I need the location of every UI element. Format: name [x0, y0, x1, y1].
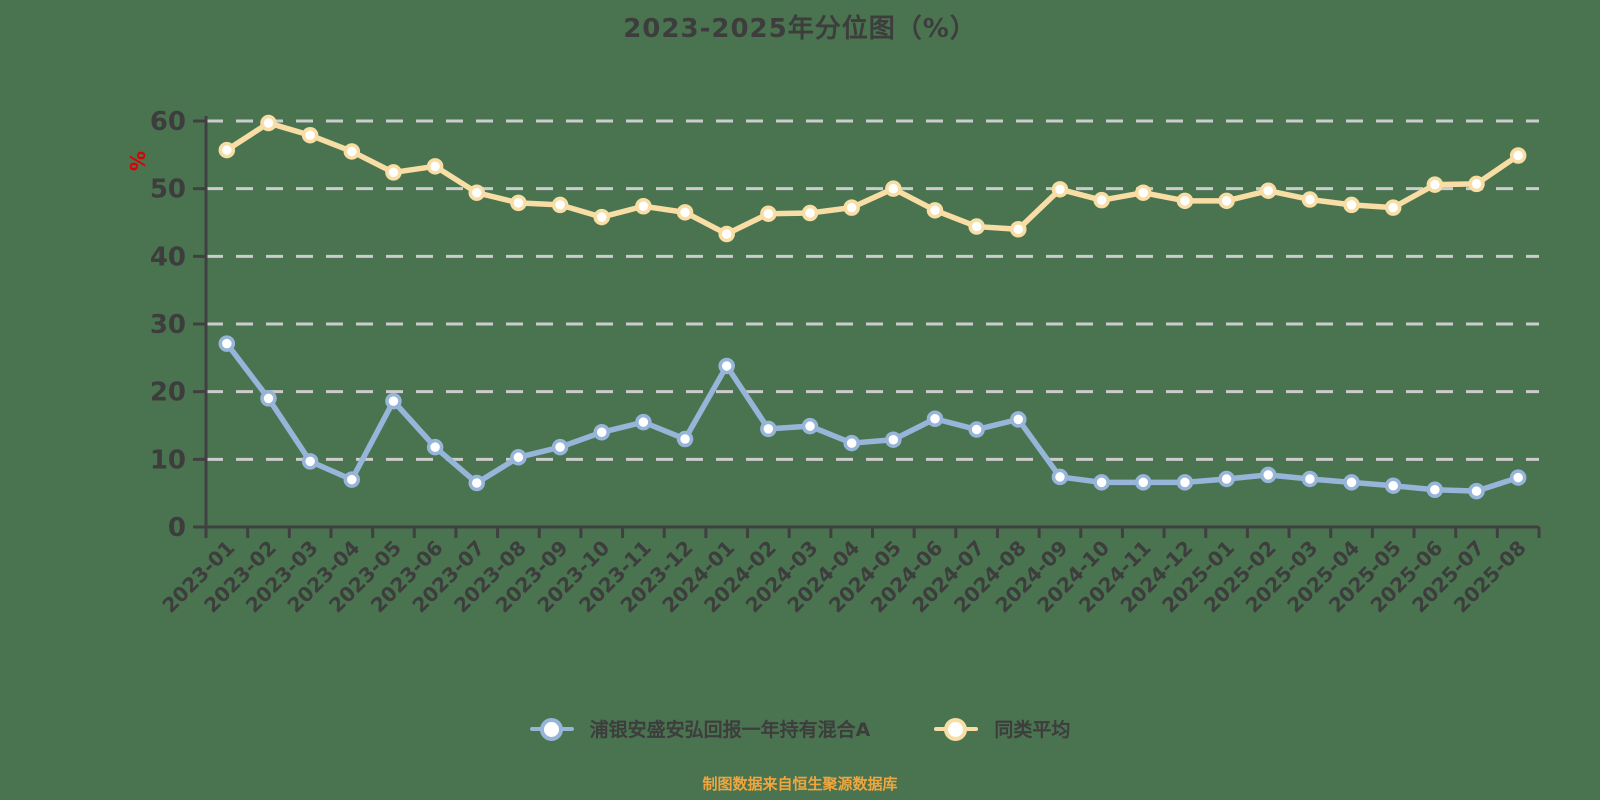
average-data-point	[635, 198, 652, 215]
legend: 浦银安盛安弘回报一年持有混合A 同类平均	[0, 715, 1600, 742]
y-tick-label: 30	[150, 310, 186, 340]
average-data-point	[926, 202, 944, 219]
fund-data-point	[1509, 469, 1527, 486]
average-data-point	[676, 204, 694, 221]
fund-data-point	[1218, 470, 1235, 488]
fund-data-point	[1384, 477, 1402, 494]
legend-label-average: 同类平均	[994, 719, 1071, 741]
average-data-point	[968, 218, 985, 235]
fund-data-point	[801, 417, 819, 435]
average-data-point	[1468, 175, 1485, 193]
average-data-point	[1509, 147, 1527, 164]
fund-data-point	[593, 424, 610, 441]
average-data-point	[385, 164, 402, 181]
average-data-point	[218, 141, 236, 159]
average-data-point	[1176, 192, 1194, 210]
fund-data-point	[218, 335, 236, 352]
chart-title: 2023-2025年分位图（%）	[623, 14, 977, 44]
fund-data-point	[510, 449, 527, 466]
average-data-point	[343, 143, 361, 160]
fund-data-point	[968, 421, 985, 438]
fund-data-point	[343, 471, 361, 488]
y-tick-label: 10	[150, 445, 186, 475]
fund-data-point	[551, 438, 569, 456]
average-data-point	[1010, 221, 1027, 238]
fund-data-point	[635, 413, 652, 431]
fund-data-point	[1468, 482, 1485, 500]
fund-data-point	[1301, 470, 1319, 488]
average-data-point	[885, 180, 902, 197]
series-fund-line	[224, 340, 1521, 494]
average-data-point	[1093, 191, 1110, 209]
fund-data-point	[1426, 481, 1444, 499]
average-data-point	[1343, 196, 1360, 214]
y-axis-unit-label: %	[126, 151, 150, 171]
average-data-point	[260, 114, 277, 132]
fund-line-marker-icon	[529, 717, 574, 741]
fund-data-point	[676, 430, 694, 448]
average-data-point	[1301, 191, 1319, 208]
fund-data-point	[885, 431, 902, 448]
average-line-marker-icon	[934, 717, 979, 741]
average-data-point	[301, 126, 319, 144]
average-data-point	[801, 204, 819, 222]
average-data-point	[1218, 192, 1235, 210]
fund-data-point	[1135, 474, 1152, 491]
fund-data-point	[468, 474, 486, 492]
average-data-point	[510, 194, 527, 212]
average-data-point	[1051, 181, 1069, 198]
fund-data-point	[1259, 466, 1277, 484]
legend-item-average[interactable]: 同类平均	[934, 715, 1070, 742]
fund-data-point	[385, 392, 402, 410]
y-tick-label: 60	[150, 107, 186, 137]
legend-label-fund: 浦银安盛安弘回报一年持有混合A	[589, 719, 871, 741]
y-tick-label: 20	[150, 378, 186, 408]
average-data-point	[718, 225, 735, 243]
average-data-point	[468, 184, 486, 201]
fund-data-point	[301, 453, 319, 470]
fund-data-point	[718, 357, 735, 375]
y-tick-label: 50	[150, 175, 186, 205]
average-data-point	[593, 208, 610, 226]
fund-data-point	[843, 434, 860, 452]
average-data-point	[1426, 176, 1444, 193]
fund-data-point	[1176, 474, 1194, 491]
fund-data-point	[1343, 474, 1360, 491]
average-data-point	[843, 199, 860, 216]
fund-data-point	[1010, 411, 1027, 428]
fund-data-point	[1093, 474, 1110, 491]
legend-item-fund[interactable]: 浦银安盛安弘回报一年持有混合A	[529, 715, 871, 742]
fund-data-point	[260, 390, 277, 407]
average-data-point	[760, 205, 777, 222]
average-data-point	[426, 158, 444, 175]
fund-data-point	[926, 410, 944, 427]
fund-data-point	[1051, 468, 1069, 486]
y-tick-label: 40	[150, 242, 186, 272]
data-source-note: 制图数据来自恒生聚源数据库	[702, 775, 898, 793]
average-data-point	[551, 196, 569, 214]
average-data-point	[1135, 184, 1152, 201]
fund-data-point	[760, 420, 777, 438]
y-tick-label: 0	[168, 513, 186, 543]
average-data-point	[1259, 182, 1277, 199]
series-average-line	[224, 120, 1521, 237]
fund-data-point	[426, 438, 444, 456]
average-data-point	[1384, 199, 1402, 216]
